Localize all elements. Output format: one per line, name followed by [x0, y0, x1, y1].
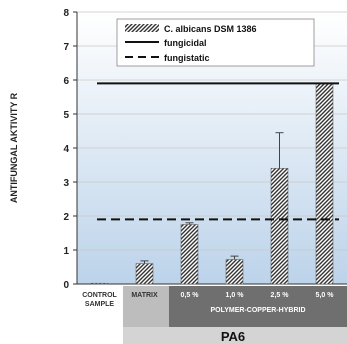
y-tick-label: 0: [63, 280, 69, 291]
legend-label-fungistatic: fungistatic: [164, 53, 210, 63]
matrix-band: [123, 286, 169, 327]
category-label: 2,5 %: [271, 292, 290, 299]
y-tick-label: 8: [63, 8, 69, 19]
hybrid-band: [169, 286, 347, 327]
base-band: [123, 327, 347, 344]
y-axis-label: ANTIFUNGAL AKTIVITY R: [9, 92, 19, 203]
category-label: 0,5 %: [181, 292, 200, 299]
legend-label-series: C. albicans DSM 1386: [164, 24, 257, 34]
y-tick-label: 1: [63, 246, 69, 257]
hybrid-group-label: POLYMER-COPPER-HYBRID: [210, 307, 305, 314]
category-band: POLYMER-COPPER-HYBRID PA6: [123, 286, 347, 344]
legend: C. albicans DSM 1386 fungicidal fungista…: [116, 18, 315, 67]
category-label: SAMPLE: [85, 301, 115, 308]
reference-lines: [97, 82, 339, 221]
bar: [225, 259, 244, 285]
error-bars: [140, 132, 284, 264]
bar: [180, 224, 199, 285]
bar: [270, 168, 289, 285]
bar-series: [90, 83, 334, 285]
bar: [135, 263, 154, 285]
y-tick-label: 6: [63, 76, 69, 87]
y-tick-label: 5: [63, 110, 69, 121]
legend-swatch-hatch: [125, 24, 159, 32]
bar: [90, 282, 109, 285]
y-tick-label: 4: [63, 144, 69, 155]
y-tick-label: 3: [63, 178, 69, 189]
y-tick-label: 2: [63, 212, 69, 223]
y-tick-label: 7: [63, 42, 69, 53]
pa6-label: PA6: [221, 329, 245, 344]
category-label: 5,0 %: [316, 292, 335, 299]
legend-label-fungicidal: fungicidal: [164, 38, 207, 48]
category-label: CONTROL: [82, 292, 117, 299]
y-axis: 0 1 2 3 4 5 6 7 8: [63, 8, 347, 291]
bar: [315, 83, 334, 285]
category-label: 1,0 %: [226, 292, 245, 299]
category-labels: CONTROL SAMPLE MATRIX 0,5 % 1,0 % 2,5 % 5,0 %: [82, 292, 334, 308]
category-label: MATRIX: [131, 292, 158, 299]
